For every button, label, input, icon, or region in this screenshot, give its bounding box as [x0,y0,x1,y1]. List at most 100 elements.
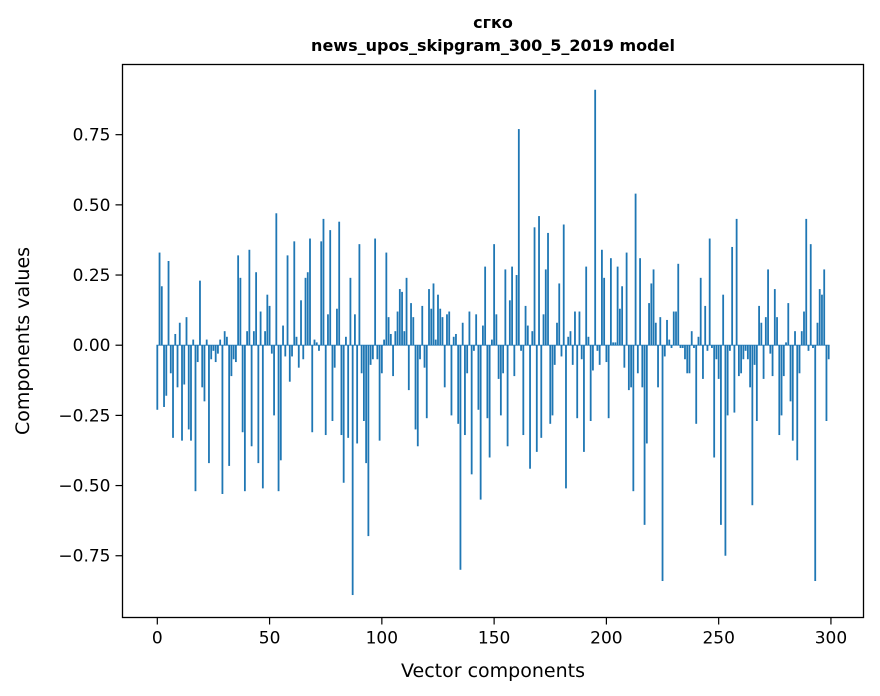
x-tick-label: 100 [366,629,398,649]
bar [643,345,646,525]
bar [264,331,266,346]
bar [800,331,803,346]
bar [515,275,518,346]
bar [394,331,397,346]
bar [190,345,192,441]
bar [540,345,543,438]
bar [499,345,502,416]
bar [479,345,482,500]
bar [475,314,478,346]
bar [769,345,772,354]
bar [230,345,233,377]
bar [178,322,181,346]
bar [755,345,758,421]
bar [284,345,287,357]
bar [623,345,626,368]
bar [277,345,280,492]
x-tick-label: 50 [259,629,281,649]
bar [428,289,430,346]
y-axis-label: Components values [12,247,34,435]
bar [657,345,659,388]
bar [722,294,725,346]
bar [733,345,736,413]
y-axis-ticks: −0.75 −0.50 −0.25 0.00 0.25 0.50 0.75 [58,126,123,567]
bar [163,345,165,407]
bar [601,249,603,346]
bar [331,345,334,421]
bar [309,238,311,346]
bar [383,339,385,346]
bar [448,311,451,346]
bar [221,345,224,494]
bar [425,345,428,419]
bar [196,345,199,363]
bar [387,317,390,346]
bar [407,345,410,391]
bar [174,333,177,346]
bar [729,345,731,351]
bar [423,345,426,368]
bar [627,345,630,391]
bar [311,345,314,433]
bar [681,345,684,349]
bar [708,238,711,346]
bar [612,342,615,346]
bar [464,345,466,436]
y-tick-label: −0.50 [58,477,110,497]
x-tick-label: 250 [702,629,734,649]
bar [259,311,262,346]
bar [502,345,505,374]
bar [598,345,601,365]
bar [529,345,531,469]
bar [295,336,298,346]
bar [508,300,511,346]
bar [560,345,563,357]
bar [347,345,350,438]
bar [421,305,424,346]
bar [538,216,540,346]
bar [468,311,471,346]
y-tick-label: 0.00 [73,336,111,356]
bar [751,345,754,506]
bar [571,345,574,365]
bar [585,266,588,346]
bar [785,342,787,346]
bar [551,345,554,416]
bar [219,339,222,346]
bar [243,345,246,492]
bar [443,345,446,388]
bar [688,345,691,374]
bar [666,319,668,346]
bar [706,345,709,351]
bar [497,345,500,379]
bar [645,345,648,444]
bar [228,345,231,466]
bar [490,339,493,346]
bar [452,336,455,346]
bar [778,345,781,436]
bar [466,345,469,374]
bar [430,308,433,346]
bar [580,345,583,360]
bar [737,345,740,377]
bar [592,345,594,371]
bar [340,345,343,436]
bar [524,305,527,346]
bars-group [156,89,830,596]
bar [439,308,442,346]
bar [764,317,767,346]
bar [291,345,293,357]
bar [297,345,300,368]
bar [780,345,783,416]
bar [181,345,183,441]
bar [419,345,421,360]
bar [156,345,159,410]
bar [380,345,383,374]
bar [558,283,561,346]
bar [288,345,291,382]
bar [214,345,217,363]
bar [594,89,597,346]
bar [286,255,289,346]
bar [746,345,749,360]
bar [250,345,253,447]
